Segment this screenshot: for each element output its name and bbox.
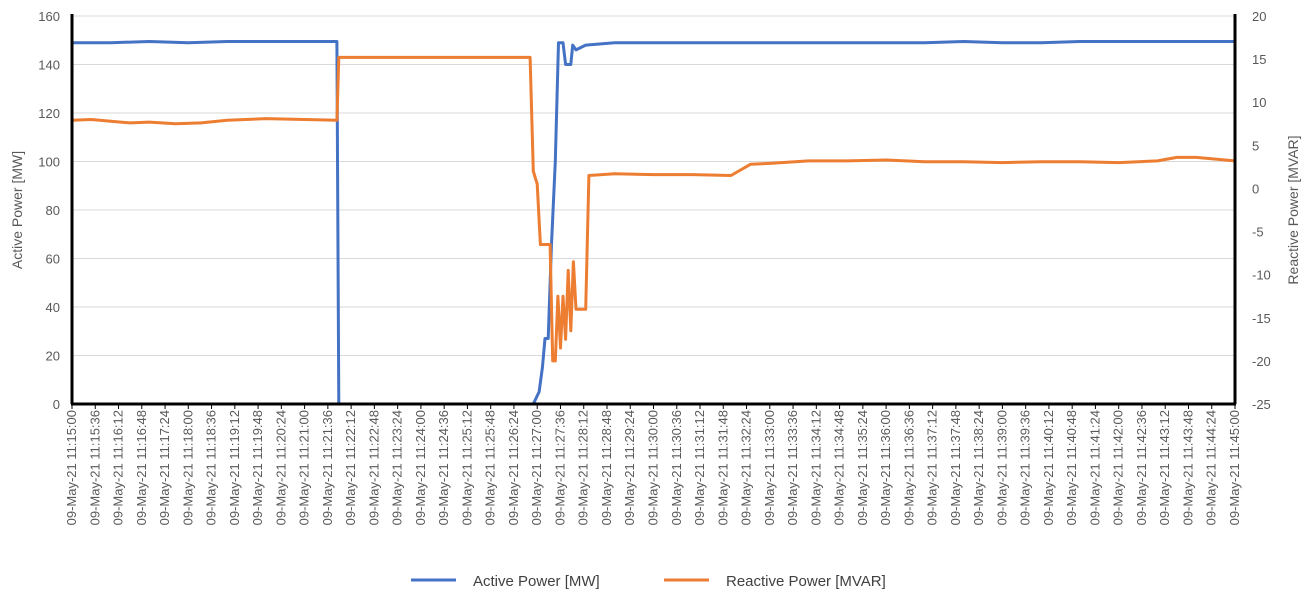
- x-tick-label: 09-May-21 11:27:36: [552, 410, 567, 525]
- x-tick-label: 09-May-21 11:42:00: [1111, 410, 1126, 525]
- series-line-reactive-power: [71, 55, 1236, 363]
- y2-axis-title: Reactive Power [MVAR]: [1285, 135, 1301, 284]
- x-tick-label: 09-May-21 11:40:48: [1064, 410, 1079, 525]
- x-tick-label: 09-May-21 11:34:48: [832, 410, 847, 525]
- x-tick-label: 09-May-21 11:28:48: [599, 410, 614, 525]
- y2-tick-label: -25: [1252, 397, 1271, 412]
- x-tick-label: 09-May-21 11:37:48: [948, 410, 963, 525]
- x-tick-label: 09-May-21 11:21:36: [320, 410, 335, 525]
- x-tick-label: 09-May-21 11:26:24: [506, 410, 521, 525]
- y2-tick-label: 20: [1252, 9, 1266, 24]
- y-tick-label: 60: [46, 252, 60, 267]
- y2-tick-label: 0: [1252, 181, 1259, 196]
- y2-tick-label: -15: [1252, 311, 1271, 326]
- grid: [72, 15, 1235, 356]
- x-tick-label: 09-May-21 11:18:36: [204, 410, 219, 525]
- x-tick-label: 09-May-21 11:16:12: [111, 410, 126, 525]
- x-tick-label: 09-May-21 11:30:00: [646, 410, 661, 525]
- x-tick-label: 09-May-21 11:27:00: [529, 410, 544, 525]
- x-tick-label: 09-May-21 11:24:00: [413, 410, 428, 525]
- x-tick-label: 09-May-21 11:41:24: [1087, 410, 1102, 525]
- y2-tick-label: 5: [1252, 138, 1259, 153]
- x-tick-label: 09-May-21 11:36:36: [901, 410, 916, 525]
- x-tick-label: 09-May-21 11:15:00: [64, 410, 79, 525]
- x-tick-label: 09-May-21 11:33:36: [785, 410, 800, 525]
- x-tick-label: 09-May-21 11:17:24: [157, 410, 172, 525]
- y2-tick-label: 15: [1252, 52, 1266, 67]
- y-tick-label: 100: [38, 155, 60, 170]
- x-tick-label: 09-May-21 11:43:12: [1157, 410, 1172, 525]
- x-tick-label: 09-May-21 11:25:12: [459, 410, 474, 525]
- legend-entry: Active Power [MW]: [473, 573, 600, 590]
- axes: [70, 14, 1237, 409]
- x-tick-label: 09-May-21 11:28:12: [576, 410, 591, 525]
- x-tick-label: 09-May-21 11:33:00: [762, 410, 777, 525]
- y-tick-labels: 0 20 40 60 80 100 120 140 160: [38, 9, 60, 412]
- y-axis-title: Active Power [MW]: [9, 151, 25, 269]
- x-tick-label: 09-May-21 11:37:12: [925, 410, 940, 525]
- x-tick-label: 09-May-21 11:22:12: [343, 410, 358, 525]
- x-tick-label: 09-May-21 11:23:24: [390, 410, 405, 525]
- x-tick-label: 09-May-21 11:39:36: [1018, 410, 1033, 525]
- x-tick-label: 09-May-21 11:39:00: [994, 410, 1009, 525]
- x-tick-label: 09-May-21 11:36:00: [878, 410, 893, 525]
- legend: Active Power [MW] Reactive Power [MVAR]: [411, 573, 886, 590]
- x-tick-label: 09-May-21 11:38:24: [971, 410, 986, 525]
- y-tick-label: 40: [46, 300, 60, 315]
- x-tick-label: 09-May-21 11:31:12: [692, 410, 707, 525]
- x-tick-label: 09-May-21 11:40:12: [1041, 410, 1056, 525]
- x-tick-label: 09-May-21 11:29:24: [622, 410, 637, 525]
- x-tick-label: 09-May-21 11:20:24: [273, 410, 288, 525]
- x-tick-label: 09-May-21 11:22:48: [366, 410, 381, 525]
- x-tick-label: 09-May-21 11:25:48: [483, 410, 498, 525]
- x-tick-label: 09-May-21 11:30:36: [669, 410, 684, 525]
- y2-tick-labels: -25 -20 -15 -10 -5 0 5 10 15 20: [1252, 9, 1271, 412]
- x-tick-label: 09-May-21 11:16:48: [134, 410, 149, 525]
- x-tick-label: 09-May-21 11:44:24: [1204, 410, 1219, 525]
- x-tick-label: 09-May-21 11:35:24: [855, 410, 870, 525]
- x-tick-label: 09-May-21 11:42:36: [1134, 410, 1149, 525]
- y-tick-label: 120: [38, 106, 60, 121]
- x-tick-label: 09-May-21 11:18:00: [180, 410, 195, 525]
- x-tick-label: 09-May-21 11:21:00: [297, 410, 312, 525]
- x-tick-label: 09-May-21 11:24:36: [436, 410, 451, 525]
- y-tick-label: 140: [38, 58, 60, 73]
- y-tick-label: 80: [46, 203, 60, 218]
- x-tick-label: 09-May-21 11:19:48: [250, 410, 265, 525]
- x-tick-label: 09-May-21 11:34:12: [808, 410, 823, 525]
- x-tick-label: 09-May-21 11:32:24: [739, 410, 754, 525]
- x-tick-labels: 09-May-21 11:15:00 09-May-21 11:15:36 09-M…: [64, 410, 1242, 525]
- x-tick-label: 09-May-21 11:15:36: [87, 410, 102, 525]
- y2-tick-label: -20: [1252, 354, 1271, 369]
- series-line-active-power: [72, 40, 1235, 406]
- legend-entry: Reactive Power [MVAR]: [726, 573, 886, 590]
- y-tick-label: 20: [46, 349, 60, 364]
- series-layer: [71, 40, 1236, 406]
- y-tick-label: 0: [53, 397, 60, 412]
- y-tick-label: 160: [38, 9, 60, 24]
- x-tick-label: 09-May-21 11:31:48: [715, 410, 730, 525]
- x-tick-label: 09-May-21 11:43:48: [1180, 410, 1195, 525]
- y2-tick-label: -5: [1252, 225, 1264, 240]
- y2-tick-label: -10: [1252, 268, 1271, 283]
- x-tick-label: 09-May-21 11:45:00: [1227, 410, 1242, 525]
- x-tick-label: 09-May-21 11:19:12: [227, 410, 242, 525]
- y2-tick-label: 10: [1252, 95, 1266, 110]
